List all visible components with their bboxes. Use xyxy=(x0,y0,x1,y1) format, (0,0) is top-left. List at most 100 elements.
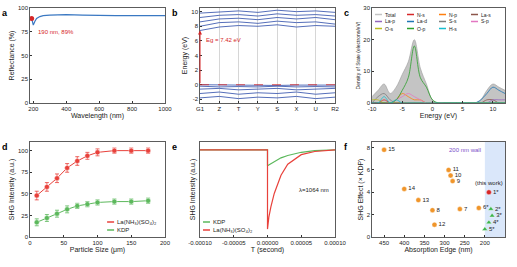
svg-text:100: 100 xyxy=(18,148,29,154)
svg-text:800: 800 xyxy=(127,106,138,112)
svg-text:4: 4 xyxy=(195,53,199,59)
svg-text:(this work): (this work) xyxy=(475,180,503,186)
svg-text:d: d xyxy=(2,142,8,152)
svg-text:250: 250 xyxy=(460,240,471,246)
svg-text:8: 8 xyxy=(195,23,199,29)
svg-text:S-s: S-s xyxy=(449,18,457,24)
svg-text:c: c xyxy=(344,8,349,18)
svg-text:S: S xyxy=(275,106,279,112)
svg-text:200: 200 xyxy=(480,240,491,246)
svg-text:20: 20 xyxy=(363,37,370,43)
svg-text:-2: -2 xyxy=(193,96,199,102)
svg-text:100: 100 xyxy=(92,240,103,246)
svg-text:600: 600 xyxy=(94,106,105,112)
svg-text:-10: -10 xyxy=(368,106,377,112)
svg-text:a: a xyxy=(2,8,8,18)
svg-text:Particle Size (μm): Particle Size (μm) xyxy=(70,246,125,254)
svg-text:0.00010: 0.00010 xyxy=(324,240,346,246)
svg-text:10: 10 xyxy=(191,9,198,15)
svg-text:H-s: H-s xyxy=(449,26,457,32)
svg-text:G1: G1 xyxy=(196,106,205,112)
svg-text:T (second): T (second) xyxy=(251,246,284,254)
svg-text:8: 8 xyxy=(367,145,371,151)
svg-text:50: 50 xyxy=(21,53,28,59)
svg-text:0: 0 xyxy=(28,240,32,246)
svg-text:Y: Y xyxy=(256,106,260,112)
svg-text:Eg = 7.42 eV: Eg = 7.42 eV xyxy=(206,37,241,43)
svg-text:e: e xyxy=(172,142,177,152)
svg-text:La-p: La-p xyxy=(385,18,395,24)
svg-text:O-s: O-s xyxy=(385,26,394,32)
svg-text:S-p: S-p xyxy=(481,18,489,24)
svg-text:150: 150 xyxy=(126,240,137,246)
svg-text:200: 200 xyxy=(160,240,171,246)
svg-text:300: 300 xyxy=(440,240,451,246)
svg-text:50: 50 xyxy=(21,191,28,197)
svg-text:9: 9 xyxy=(457,178,461,184)
svg-text:0: 0 xyxy=(431,106,435,112)
svg-text:350: 350 xyxy=(419,240,430,246)
svg-text:4: 4 xyxy=(367,189,371,195)
svg-text:0.00000: 0.00000 xyxy=(257,240,279,246)
svg-text:75: 75 xyxy=(21,29,28,35)
svg-text:10: 10 xyxy=(363,68,370,74)
svg-text:30: 30 xyxy=(363,5,370,11)
svg-text:b: b xyxy=(172,8,178,18)
svg-text:λ=1064 nm: λ=1064 nm xyxy=(299,187,329,193)
svg-text:SHG Intensity (a.u.): SHG Intensity (a.u.) xyxy=(8,159,16,220)
svg-text:25: 25 xyxy=(21,76,28,82)
svg-text:4*: 4* xyxy=(493,219,499,225)
svg-text:200 nm wall: 200 nm wall xyxy=(449,147,481,153)
svg-text:0: 0 xyxy=(25,100,29,106)
svg-text:2*: 2* xyxy=(495,206,501,212)
svg-text:3*: 3* xyxy=(496,212,502,218)
svg-text:0: 0 xyxy=(367,234,371,240)
svg-text:O-p: O-p xyxy=(417,26,426,32)
svg-text:75: 75 xyxy=(21,169,28,175)
svg-text:15: 15 xyxy=(388,146,395,152)
svg-text:11: 11 xyxy=(453,166,460,172)
svg-text:U: U xyxy=(314,106,318,112)
svg-text:R2: R2 xyxy=(331,106,339,112)
svg-text:Total: Total xyxy=(385,12,396,18)
svg-text:6: 6 xyxy=(195,38,199,44)
svg-text:200: 200 xyxy=(28,106,39,112)
svg-text:450: 450 xyxy=(379,240,390,246)
svg-text:0: 0 xyxy=(25,234,29,240)
svg-text:Z: Z xyxy=(217,106,221,112)
svg-text:0: 0 xyxy=(195,82,199,88)
svg-text:190 nm, 89%: 190 nm, 89% xyxy=(38,29,74,35)
svg-text:6*: 6* xyxy=(483,204,489,210)
svg-text:50: 50 xyxy=(60,240,67,246)
svg-text:6: 6 xyxy=(367,167,371,173)
svg-text:KDP: KDP xyxy=(117,227,129,233)
svg-text:2: 2 xyxy=(195,67,199,73)
svg-text:Wavelength (nm): Wavelength (nm) xyxy=(71,112,124,120)
svg-text:Energy (eV): Energy (eV) xyxy=(420,112,457,120)
svg-text:-0.00010: -0.00010 xyxy=(188,240,212,246)
svg-text:Energy (eV): Energy (eV) xyxy=(181,37,189,74)
svg-text:-0.00005: -0.00005 xyxy=(222,240,246,246)
svg-text:1000: 1000 xyxy=(158,106,172,112)
svg-text:SHG Intensity (a.u.): SHG Intensity (a.u.) xyxy=(189,159,197,220)
svg-text:La-d: La-d xyxy=(417,18,427,24)
svg-text:2: 2 xyxy=(367,212,371,218)
svg-text:400: 400 xyxy=(399,240,410,246)
svg-text:400: 400 xyxy=(61,106,72,112)
svg-text:La-s: La-s xyxy=(481,12,491,18)
svg-text:0.00005: 0.00005 xyxy=(290,240,312,246)
svg-text:1*: 1* xyxy=(493,189,499,195)
svg-text:13: 13 xyxy=(422,197,429,203)
svg-text:8: 8 xyxy=(437,207,441,213)
svg-text:5*: 5* xyxy=(489,226,495,232)
svg-text:Reflectance (%): Reflectance (%) xyxy=(8,31,16,81)
svg-text:T: T xyxy=(237,106,241,112)
svg-text:12: 12 xyxy=(439,221,446,227)
svg-text:Density of State (electrons/eV: Density of State (electrons/eV) xyxy=(355,21,361,89)
svg-text:X: X xyxy=(294,106,298,112)
svg-text:5: 5 xyxy=(461,106,465,112)
svg-text:La(NH₃)(SO₄)₂: La(NH₃)(SO₄)₂ xyxy=(213,227,253,233)
svg-text:25: 25 xyxy=(21,213,28,219)
svg-text:Absorption Edge (nm): Absorption Edge (nm) xyxy=(404,246,472,254)
svg-text:10: 10 xyxy=(490,106,497,112)
